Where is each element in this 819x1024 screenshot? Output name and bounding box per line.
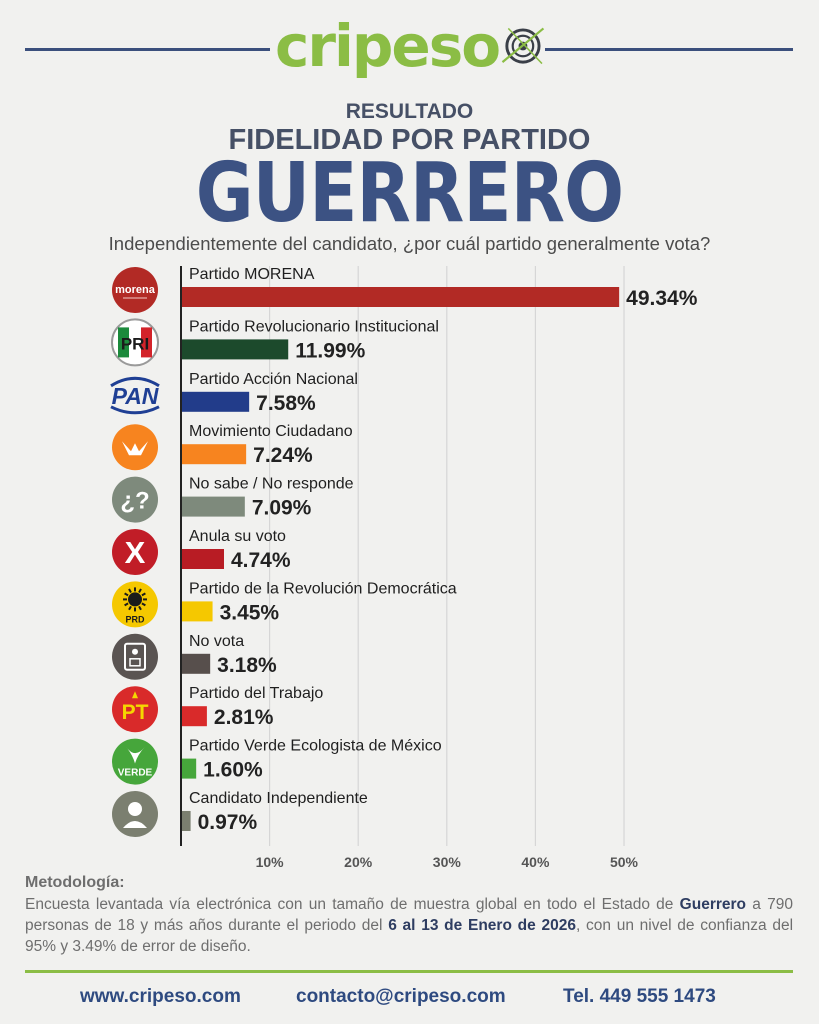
question-icon: ¿? xyxy=(112,476,158,523)
category-label-partido-de-la-revolucion-democratica: Partido de la Revolución Democrática xyxy=(189,580,457,597)
bar-no-vota xyxy=(182,653,211,674)
bar-partido-morena xyxy=(182,287,620,307)
svg-text:PRD: PRD xyxy=(125,614,145,624)
value-label-partido-accion-nacional: 7.58% xyxy=(256,392,316,415)
survey-question: Independientemente del candidato, ¿por c… xyxy=(108,233,711,254)
pan-logo-icon: PAN xyxy=(110,376,160,415)
svg-text:X: X xyxy=(125,535,146,570)
report-title: FIDELIDAD POR PARTIDO xyxy=(228,124,591,156)
category-label-partido-del-trabajo: Partido del Trabajo xyxy=(189,685,323,702)
methodology-state: Guerrero xyxy=(679,896,747,913)
methodology: Metodología: Encuesta levantada vía elec… xyxy=(25,874,793,957)
footer-line xyxy=(25,970,793,973)
email-link[interactable]: contacto@cripeso.com xyxy=(296,986,506,1007)
methodology-part-3: , con un nivel de confianza del 95% y 3.… xyxy=(25,917,794,955)
state-title: GUERRERO xyxy=(195,146,624,241)
value-label-no-vota: 3.18% xyxy=(217,654,277,677)
value-label-partido-revolucionario-institucional: 11.99% xyxy=(295,339,365,362)
svg-text:VERDE: VERDE xyxy=(118,768,153,779)
category-label-partido-revolucionario-institucional: Partido Revolucionario Institucional xyxy=(189,318,439,335)
bar-partido-de-la-revolucion-democratica xyxy=(182,601,213,622)
subtitle: RESULTADO xyxy=(345,100,474,123)
svg-text:PRI: PRI xyxy=(121,334,149,353)
category-label-partido-morena: Partido MORENA xyxy=(189,266,315,283)
category-label-no-sabe-no-responde: No sabe / No responde xyxy=(189,476,354,493)
bar-no-sabe-no-responde xyxy=(182,496,245,517)
svg-text:PT: PT xyxy=(122,701,149,724)
category-label-movimiento-ciudadano: Movimiento Ciudadano xyxy=(189,423,353,440)
value-label-partido-de-la-revolucion-democratica: 3.45% xyxy=(220,601,280,624)
person-icon xyxy=(112,791,158,837)
value-label-candidato-independiente: 0.97% xyxy=(198,811,258,834)
website-link[interactable]: www.cripeso.com xyxy=(80,986,241,1007)
value-label-movimiento-ciudadano: 7.24% xyxy=(253,444,313,467)
x-tick-label: 50% xyxy=(610,854,639,870)
methodology-title: Metodología: xyxy=(25,874,125,891)
bar-partido-verde-ecologista-de-mexico xyxy=(182,758,197,779)
pri-logo-icon: PRI xyxy=(111,318,159,367)
bar-partido-revolucionario-institucional xyxy=(182,339,289,360)
methodology-part-1: Encuesta levantada vía electrónica con u… xyxy=(25,896,680,913)
bar-chart: 10% 20% 30% 40% 50% morena Partido MORENA 49.34… xyxy=(110,266,698,870)
pt-logo-icon: PT xyxy=(112,686,158,733)
morena-logo-icon: morena xyxy=(112,267,158,313)
verde-logo-icon: VERDE xyxy=(112,738,158,785)
value-label-partido-del-trabajo: 2.81% xyxy=(214,706,274,729)
value-label-partido-verde-ecologista-de-mexico: 1.60% xyxy=(203,759,263,782)
methodology-part-2: a 790 personas de 18 y más años durante … xyxy=(25,896,793,934)
bar-candidato-independiente xyxy=(182,811,191,831)
header-line-right xyxy=(545,48,793,51)
phone-number: Tel. 449 555 1473 xyxy=(563,986,716,1007)
bar-partido-accion-nacional xyxy=(182,391,250,412)
value-label-no-sabe-no-responde: 7.09% xyxy=(252,497,312,520)
svg-text:PAN: PAN xyxy=(112,383,159,409)
category-label-anula-su-voto: Anula su voto xyxy=(189,528,286,545)
methodology-text: Encuesta levantada vía electrónica con u… xyxy=(25,894,793,957)
x-tick-label: 30% xyxy=(433,854,462,870)
value-label-anula-su-voto: 4.74% xyxy=(231,549,291,572)
category-label-partido-verde-ecologista-de-mexico: Partido Verde Ecologista de México xyxy=(189,738,442,755)
target-icon xyxy=(501,27,545,65)
brand-logo: cripeso xyxy=(275,6,545,86)
methodology-period: 6 al 13 de Enero de 2026 xyxy=(388,917,576,934)
mc-logo-icon xyxy=(112,424,158,471)
category-label-candidato-independiente: Candidato Independiente xyxy=(189,790,368,807)
x-tick-label: 20% xyxy=(344,854,373,870)
value-label-partido-morena: 49.34% xyxy=(626,287,698,310)
bar-anula-su-voto xyxy=(182,549,224,569)
brand-name: cripeso xyxy=(275,12,501,80)
svg-text:¿?: ¿? xyxy=(120,488,149,515)
x-tick-label: 10% xyxy=(256,854,285,870)
bar-partido-del-trabajo xyxy=(182,706,207,727)
bar-movimiento-ciudadano xyxy=(182,444,247,465)
header-line-left xyxy=(25,48,270,51)
prd-logo-icon: PRD xyxy=(112,581,158,628)
category-label-partido-accion-nacional: Partido Acción Nacional xyxy=(189,371,358,388)
x-tick-label: 40% xyxy=(521,854,550,870)
ballot-icon xyxy=(112,633,158,680)
svg-text:morena: morena xyxy=(115,284,156,296)
category-label-no-vota: No vota xyxy=(189,633,244,650)
x-icon: X xyxy=(112,529,158,575)
